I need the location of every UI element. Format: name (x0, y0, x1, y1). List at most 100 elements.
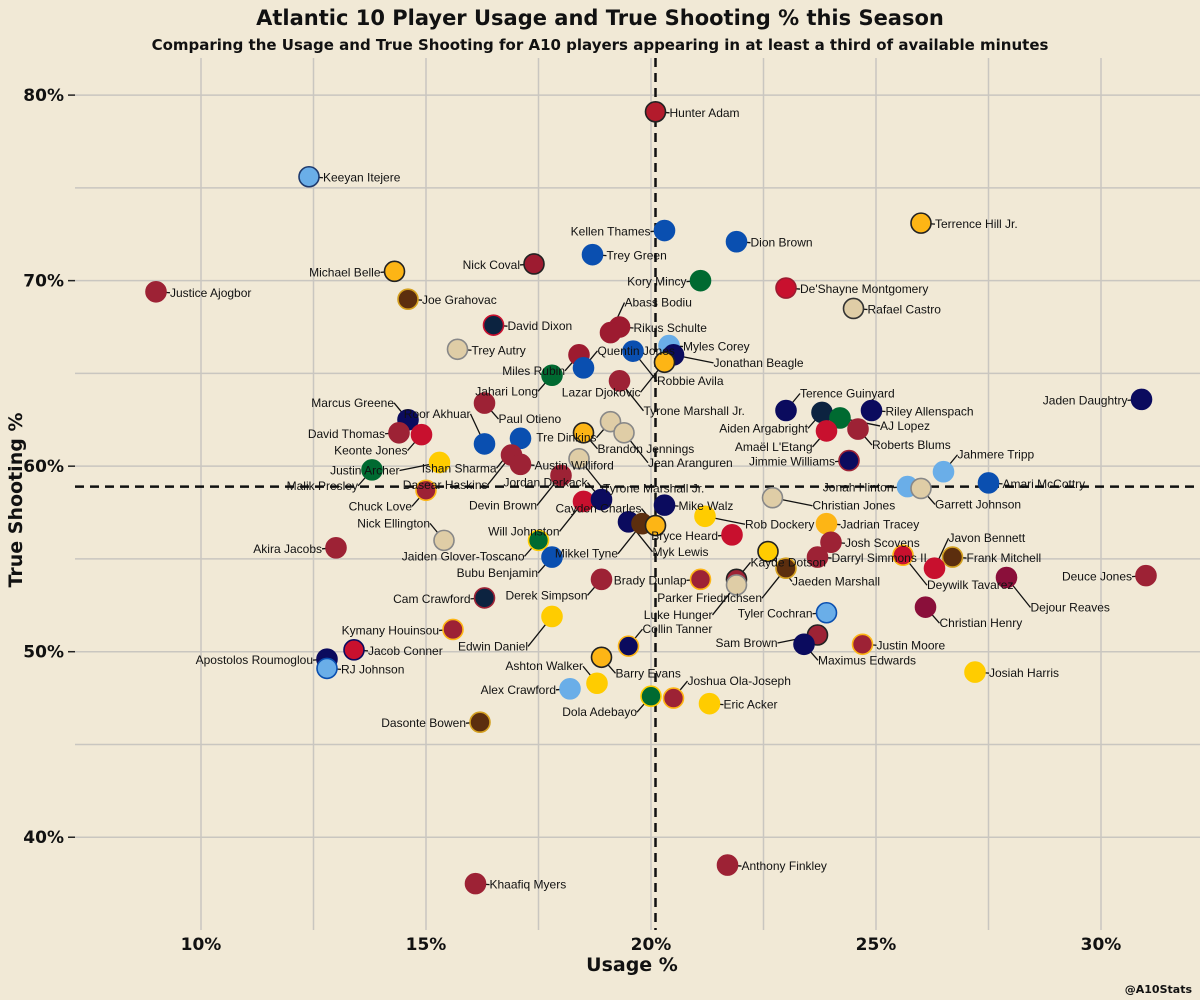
label-joshua-ola-joseph: Joshua Ola-Joseph (688, 674, 791, 688)
label-hunter-adam: Hunter Adam (670, 106, 740, 120)
point-roor-akhuar (473, 433, 496, 455)
label-deuce-jones: Deuce Jones (1062, 570, 1132, 584)
point-austin-williford (509, 453, 532, 476)
label-aj-lopez: AJ Lopez (880, 419, 930, 433)
point-dasonte-bowen (469, 711, 491, 734)
point-david-dixon (482, 314, 505, 336)
point-ishan-sharma (509, 427, 532, 450)
point-keeyan-itejere (298, 165, 320, 188)
label-justice-ajogbor: Justice Ajogbor (170, 286, 251, 300)
label-kymany-houinsou: Kymany Houinsou (342, 623, 439, 637)
axis-ticks: 10% 15% 20% 25% 30% 40% 50% 60% 70% 80% (23, 86, 1121, 955)
point-parker-friedrichsen (775, 557, 797, 580)
label-ama-l-l-etang: Amaël L'Etang (735, 440, 813, 454)
label-sam-brown: Sam Brown (715, 636, 777, 650)
point-deuce-jones (1135, 564, 1157, 587)
point-trey-green (581, 243, 604, 266)
label-miles-rubin: Miles Rubin (502, 364, 565, 378)
point-luke-hunger (725, 574, 748, 596)
average-reference-lines (75, 58, 1200, 930)
point-david-thomas (388, 421, 410, 444)
label-will-johnston: Will Johnston (488, 524, 559, 538)
point-maximus-edwards (793, 633, 815, 656)
point-kory-mincy (689, 269, 712, 292)
label-justin-archer: Justin Archer (330, 463, 399, 477)
label-bubu-benjamin: Bubu Benjamin (457, 566, 538, 580)
label-brandon-jennings: Brandon Jennings (598, 442, 695, 456)
label-dasear-haskins: Dasear Haskins (403, 478, 488, 492)
label-mike-walz: Mike Walz (679, 499, 734, 513)
label-josiah-harris: Josiah Harris (989, 666, 1059, 680)
point-christian-henry (914, 596, 937, 618)
label-jonah-hinton: Jonah Hinton (823, 481, 894, 495)
point-garrett-johnson (910, 477, 932, 500)
label-myles-corey: Myles Corey (683, 340, 750, 354)
grid (75, 58, 1200, 930)
label-garrett-johnson: Garrett Johnson (935, 497, 1021, 511)
point-brandon-jennings (572, 421, 595, 444)
label-rafael-castro: Rafael Castro (868, 302, 942, 316)
label-derek-simpson: Derek Simpson (505, 588, 587, 602)
label-akira-jacobs: Akira Jacobs (253, 542, 322, 556)
point-riley-allenspach (860, 399, 883, 422)
point-eric-acker (698, 692, 721, 715)
point-jaiden-glover-toscano (527, 529, 550, 552)
point-nick-ellington (433, 529, 455, 552)
x-tick-label: 30% (1081, 935, 1122, 955)
point-amari-mccottry (977, 472, 1000, 494)
point-joe-grahovac (397, 288, 419, 310)
point-jaden-daughtry (1130, 388, 1153, 411)
label-jahmere-tripp: Jahmere Tripp (958, 448, 1035, 462)
chart-subtitle: Comparing the Usage and True Shooting fo… (152, 36, 1049, 54)
point-jadrian-tracey (815, 512, 838, 535)
y-tick-label: 50% (23, 643, 64, 663)
label-jaeden-marshall: Jaeden Marshall (792, 575, 880, 589)
point-anthony-finkley (716, 854, 739, 876)
label-jonathan-beagle: Jonathan Beagle (714, 356, 804, 370)
label-josh-scovens: Josh Scovens (845, 536, 920, 550)
label-roberts-blums: Roberts Blums (872, 438, 951, 452)
label-tyler-cochran: Tyler Cochran (738, 607, 813, 621)
label-jaiden-glover-toscano: Jaiden Glover-Toscano (402, 549, 525, 563)
point-akira-jacobs (325, 537, 347, 559)
point-cam-crawford (473, 587, 496, 609)
point-hunter-adam (644, 101, 667, 123)
label-parker-friedrichsen: Parker Friedrichsen (657, 591, 762, 605)
point-edwin-daniel (541, 605, 563, 628)
label-barry-evans: Barry Evans (616, 666, 681, 680)
label-jadrian-tracey: Jadrian Tracey (841, 518, 920, 532)
point-abass-bodiu (599, 321, 622, 344)
point-derek-simpson (590, 568, 613, 591)
data-points (145, 101, 1157, 895)
label-jordan-derkack: Jordan Derkack (503, 476, 588, 490)
label-de-shayne-montgomery: De'Shayne Montgomery (800, 282, 928, 296)
label-jean-aranguren: Jean Aranguren (648, 456, 733, 470)
point-nick-coval (523, 253, 545, 275)
point-jordan-derkack (590, 488, 613, 511)
point-khaafiq-myers (464, 872, 487, 895)
point-terrence-hill-jr (910, 212, 932, 234)
label-roor-akhuar: Roor Akhuar (404, 407, 471, 421)
point-jacob-conner (343, 639, 365, 661)
point-josiah-harris (964, 661, 986, 683)
point-robbie-avila (622, 340, 644, 362)
point-ama-l-l-etang (815, 420, 838, 442)
label-nick-coval: Nick Coval (463, 258, 520, 272)
label-collin-tanner: Collin Tanner (643, 622, 713, 636)
point-aj-lopez (829, 407, 851, 429)
point-tyrone-marshall-jr (608, 370, 631, 392)
label-riley-allenspach: Riley Allenspach (886, 405, 974, 419)
label-khaafiq-myers: Khaafiq Myers (490, 878, 567, 892)
point-jimmie-williams (838, 449, 860, 472)
y-tick-label: 40% (23, 828, 64, 848)
x-tick-label: 15% (406, 935, 447, 955)
point-barry-evans (590, 646, 613, 669)
label-jahari-long: Jahari Long (475, 384, 538, 398)
label-joe-grahovac: Joe Grahovac (422, 293, 497, 307)
label-cayden-charles: Cayden Charles (555, 502, 641, 516)
point-bubu-benjamin (541, 546, 563, 568)
y-tick-label: 70% (23, 272, 64, 292)
label-dola-adebayo: Dola Adebayo (562, 705, 637, 719)
label-lazar-djokovic: Lazar Djokovic (562, 385, 641, 399)
